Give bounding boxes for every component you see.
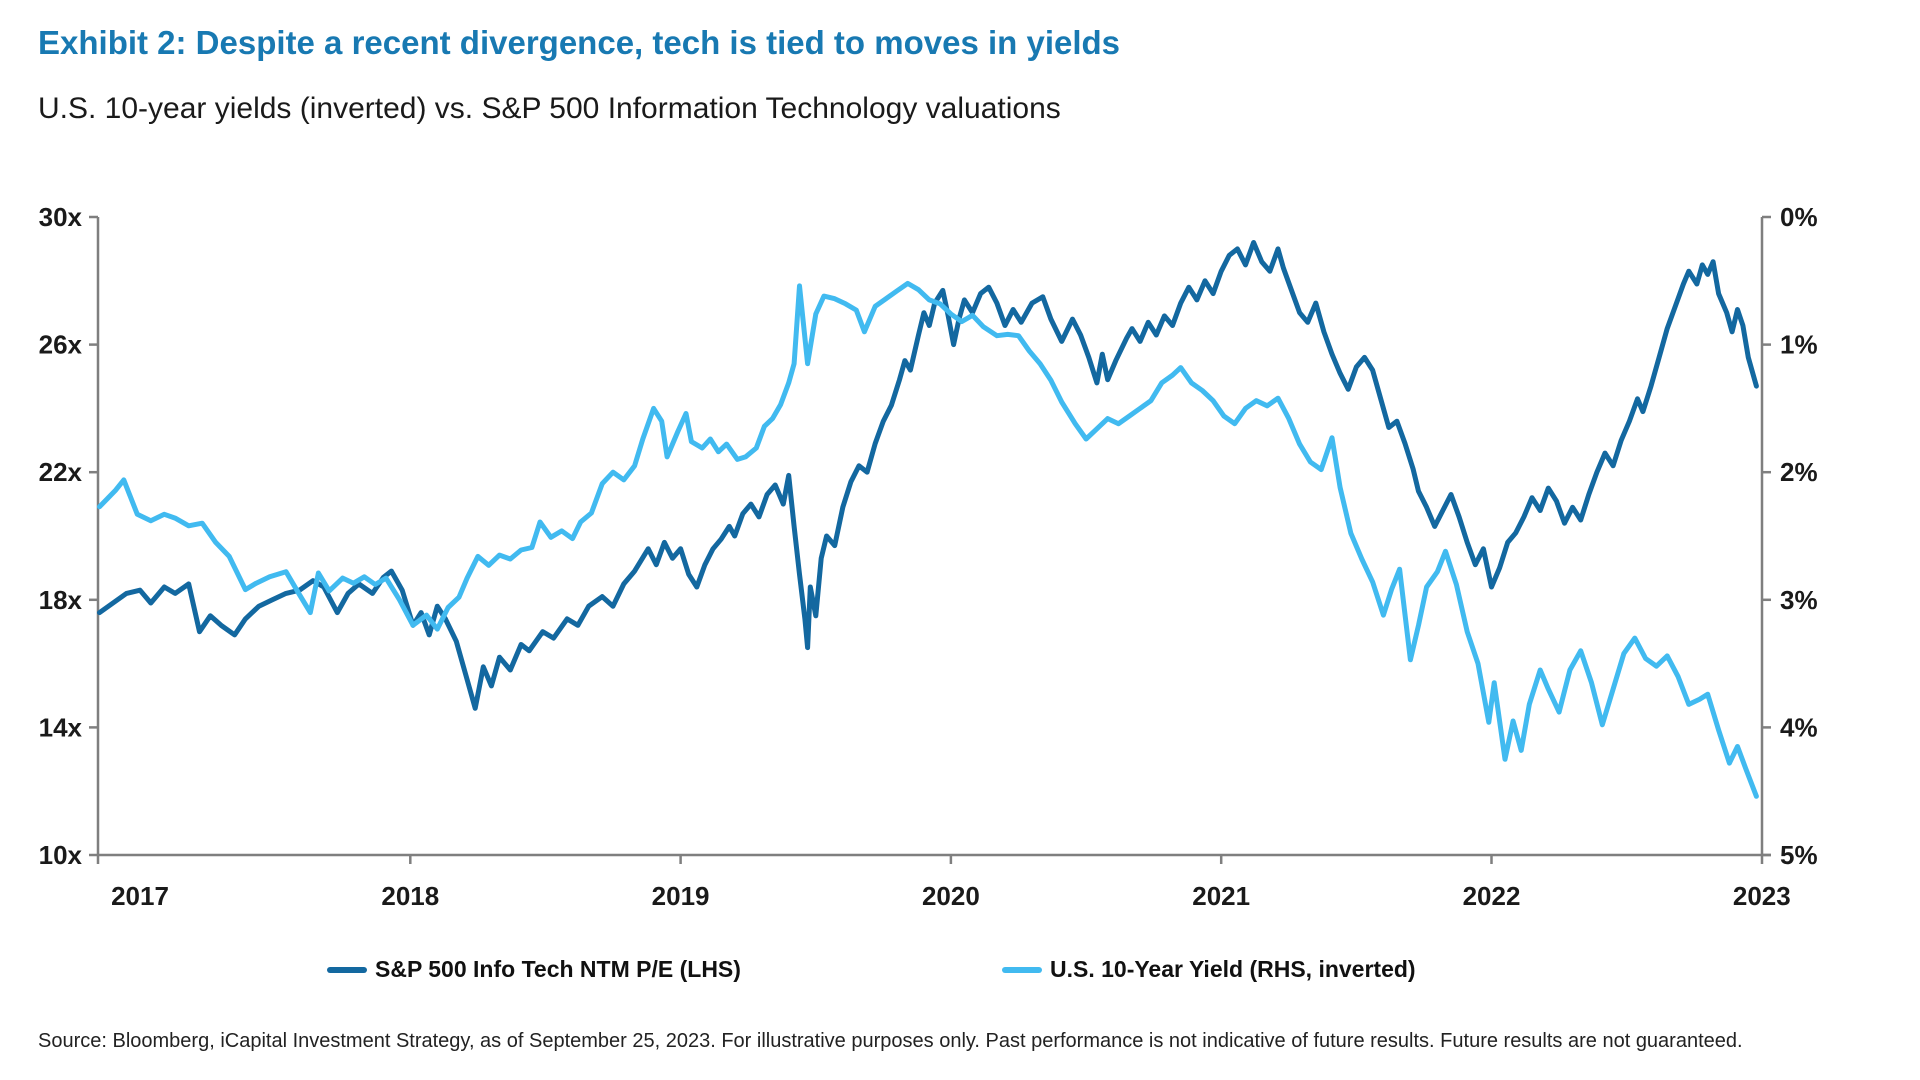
x-tick-label: 2021 — [1192, 881, 1250, 911]
x-tick-label: 2023 — [1733, 881, 1791, 911]
yield-line-series — [97, 280, 1759, 799]
chart-subtitle: U.S. 10-year yields (inverted) vs. S&P 5… — [38, 92, 1061, 125]
source-note: Source: Bloomberg, iCapital Investment S… — [38, 1030, 1743, 1052]
y-left-tick-label: 14x — [39, 712, 83, 742]
legend-label-pe: S&P 500 Info Tech NTM P/E (LHS) — [375, 956, 741, 982]
y-left-tick-label: 10x — [39, 840, 83, 870]
y-right-tick-label: 4% — [1780, 712, 1818, 742]
y-left-tick-label: 26x — [39, 330, 83, 360]
y-left-tick-label: 18x — [39, 585, 83, 615]
yield-line-swatch — [1002, 966, 1042, 973]
y-right-tick-label: 1% — [1780, 330, 1818, 360]
pe-line-series — [97, 240, 1759, 711]
x-tick-label: 2017 — [111, 881, 169, 911]
x-tick-label: 2019 — [652, 881, 710, 911]
x-tick-label: 2018 — [381, 881, 439, 911]
y-right-tick-label: 3% — [1780, 585, 1818, 615]
x-tick-label: 2020 — [922, 881, 980, 911]
legend-item-pe: S&P 500 Info Tech NTM P/E (LHS) — [327, 956, 741, 983]
y-right-tick-label: 0% — [1780, 202, 1818, 232]
y-right-tick-label: 5% — [1780, 840, 1818, 870]
pe-line-swatch — [327, 966, 367, 973]
legend-label-yield: U.S. 10-Year Yield (RHS, inverted) — [1050, 956, 1416, 982]
y-left-tick-label: 30x — [39, 202, 83, 232]
y-left-tick-label: 22x — [39, 457, 83, 487]
legend-item-yield: U.S. 10-Year Yield (RHS, inverted) — [1002, 956, 1416, 983]
x-tick-label: 2022 — [1463, 881, 1521, 911]
y-right-tick-label: 2% — [1780, 457, 1818, 487]
page-title: Exhibit 2: Despite a recent divergence, … — [38, 24, 1121, 61]
